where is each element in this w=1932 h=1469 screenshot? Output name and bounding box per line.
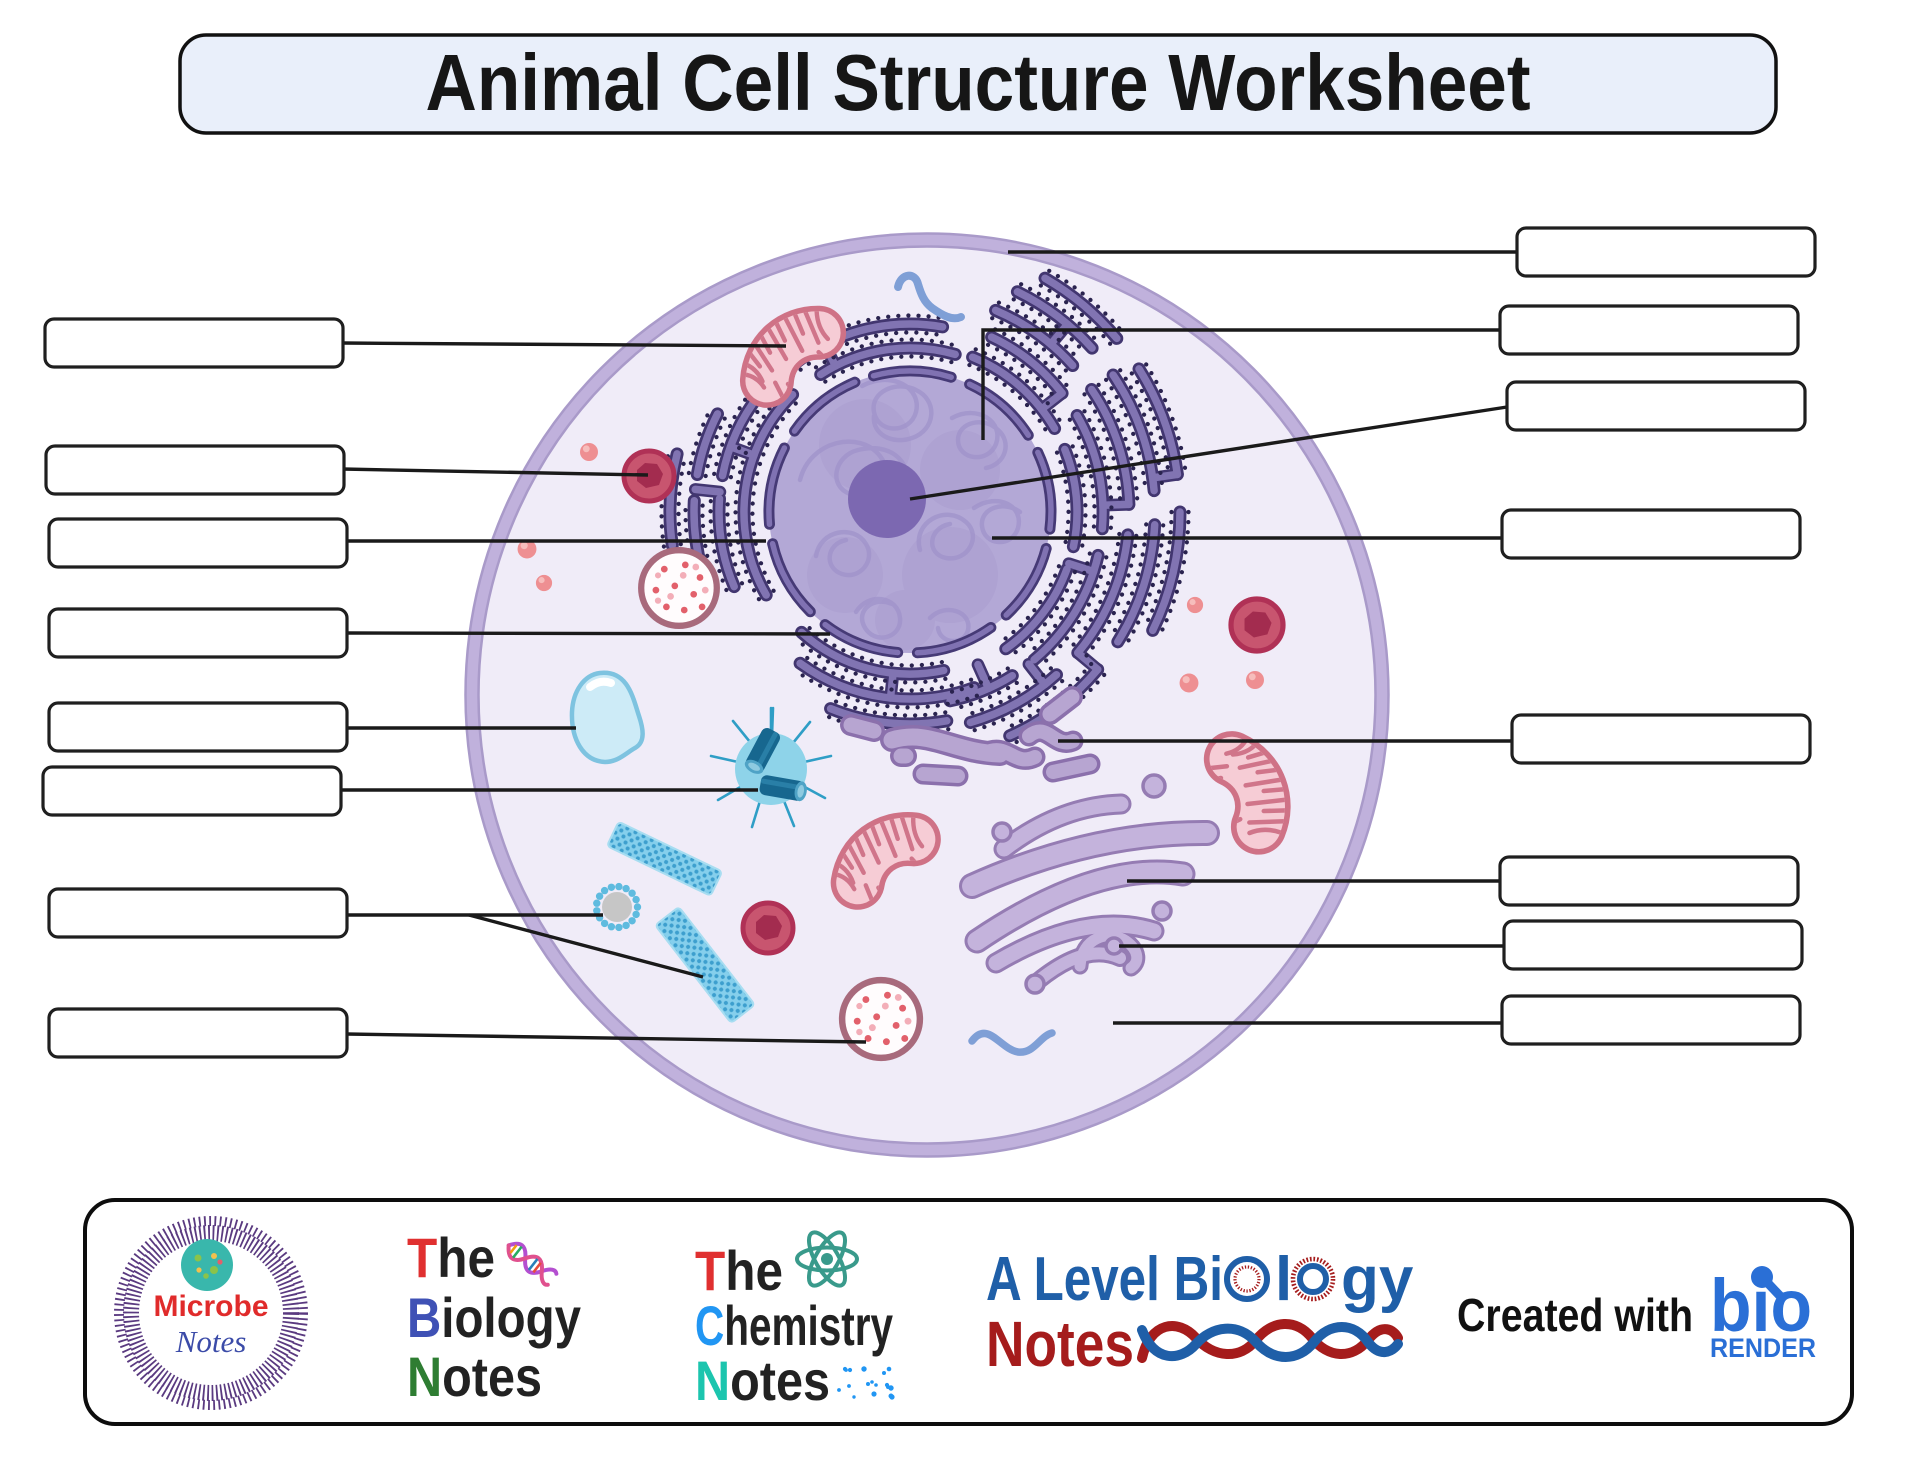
svg-text:A Level Bi: A Level Bi — [986, 1245, 1223, 1314]
svg-text:Microbe: Microbe — [153, 1290, 268, 1323]
svg-text:Notes: Notes — [986, 1308, 1134, 1380]
svg-text:The: The — [407, 1226, 495, 1289]
svg-text:gy: gy — [1341, 1245, 1414, 1314]
svg-text:The: The — [695, 1239, 783, 1302]
svg-text:l: l — [1275, 1245, 1292, 1314]
svg-text:RENDER: RENDER — [1710, 1333, 1816, 1363]
svg-text:Notes: Notes — [407, 1345, 542, 1408]
svg-text:Animal Cell Structure Workshee: Animal Cell Structure Worksheet — [426, 38, 1531, 127]
svg-text:Created with: Created with — [1457, 1289, 1693, 1341]
svg-text:Notes: Notes — [175, 1324, 247, 1359]
svg-text:Chemistry: Chemistry — [695, 1294, 893, 1357]
svg-text:Notes: Notes — [695, 1349, 830, 1412]
svg-text:Biology: Biology — [407, 1286, 581, 1349]
